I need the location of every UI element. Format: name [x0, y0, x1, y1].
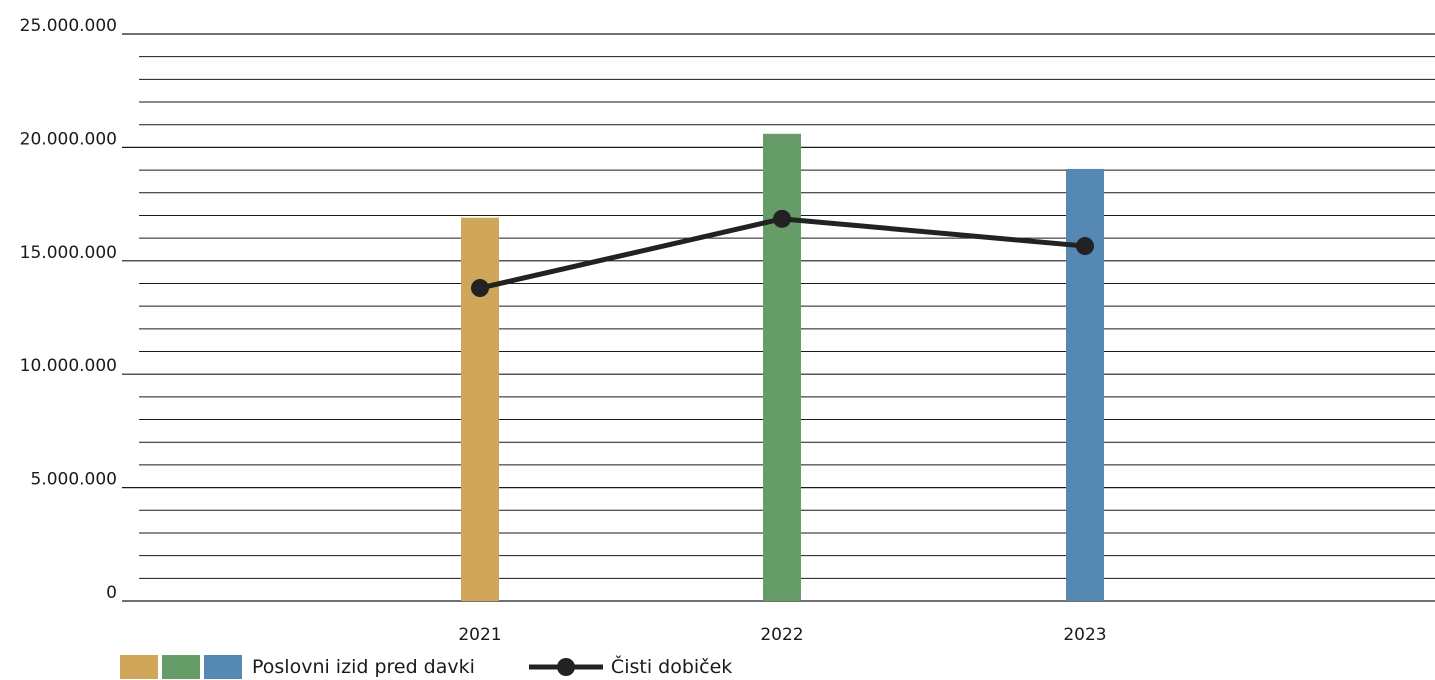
bar-2023	[1066, 168, 1104, 602]
bar-2022	[763, 133, 801, 602]
bars	[461, 133, 1104, 602]
legend-swatch-2022	[162, 655, 200, 679]
y-tick-label: 15.000.000	[20, 243, 117, 263]
profit-point-2023	[1076, 237, 1094, 256]
y-axis: 0 5.000.000 10.000.000 15.000.000 20.000.000…	[20, 16, 117, 603]
profit-point-2021	[471, 279, 489, 298]
y-tick-label: 5.000.000	[30, 470, 117, 490]
legend-swatch-2023	[204, 655, 242, 679]
y-tick-label: 0	[106, 583, 117, 603]
legend: Poslovni izid pred davki Čisti dobiček	[120, 655, 732, 679]
y-tick-label: 25.000.000	[20, 16, 117, 36]
x-tick-label: 2023	[1063, 625, 1106, 645]
legend-line-item: Čisti dobiček	[527, 655, 732, 679]
profit-line	[471, 209, 1094, 298]
x-tick-label: 2021	[458, 625, 501, 645]
bar-2021	[461, 217, 499, 601]
profit-point-2022	[773, 209, 791, 228]
legend-label-bars: Poslovni izid pred davki	[252, 656, 475, 678]
x-tick-label: 2022	[760, 625, 803, 645]
x-axis: 2021 2022 2023	[458, 625, 1106, 645]
legend-swatch-2021	[120, 655, 158, 679]
y-tick-label: 10.000.000	[20, 356, 117, 376]
y-tick-label: 20.000.000	[20, 129, 117, 149]
chart: 0 5.000.000 10.000.000 15.000.000 20.000.000…	[20, 16, 1435, 645]
legend-label-line: Čisti dobiček	[610, 656, 733, 678]
legend-line-marker	[528, 658, 603, 676]
